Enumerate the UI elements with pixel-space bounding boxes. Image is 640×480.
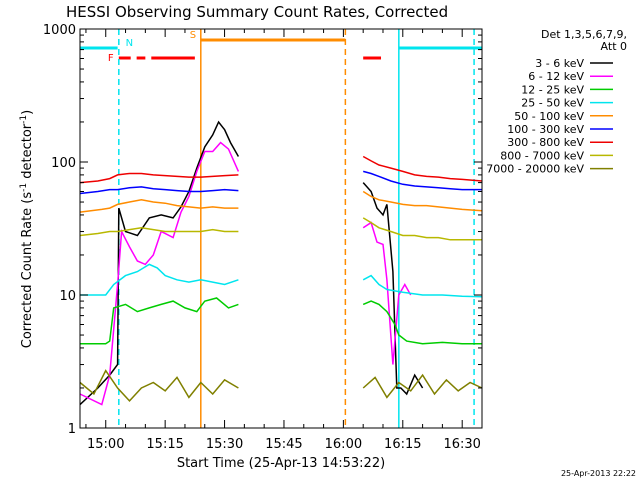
- legend-label: 800 - 7000 keV: [500, 149, 584, 162]
- legend-header-line2: Att 0: [601, 40, 627, 53]
- flag-label-f: F: [108, 53, 114, 64]
- legend-label: 7000 - 20000 keV: [486, 163, 584, 176]
- x-tick-label: 16:00: [325, 437, 362, 452]
- legend-label: 3 - 6 keV: [535, 57, 584, 70]
- x-axis-label: Start Time (25-Apr-13 14:53:22): [177, 456, 385, 471]
- flag-label-n: N: [126, 38, 133, 49]
- x-tick-label: 15:15: [146, 437, 183, 452]
- y-axis-label-mid: detector: [20, 123, 35, 183]
- plot-area: N F S 1 10 100 1000 15:00 15:15 15:30 15:45 16:00…: [43, 23, 483, 452]
- y-axis-ticks: 1 10 100 1000: [43, 23, 482, 437]
- series-line-7: [79, 155, 483, 184]
- chart-title: HESSI Observing Summary Count Rates, Cor…: [66, 3, 448, 21]
- x-tick-label: 16:30: [443, 437, 480, 452]
- series-line-1: [79, 120, 424, 406]
- x-tick-label: 15:30: [206, 437, 243, 452]
- y-axis-label-sup2: -1: [19, 115, 29, 124]
- y-tick-label: 1: [68, 422, 76, 437]
- y-tick-label: 1000: [43, 23, 76, 38]
- y-tick-label: 10: [59, 289, 76, 304]
- y-axis-label-sup1: -1: [19, 183, 29, 192]
- instrument-flags: N F S: [80, 30, 482, 64]
- y-axis-label-main: Corrected Count Rate (s: [20, 192, 35, 349]
- energy-band-series: [79, 120, 483, 406]
- y-tick-label: 100: [51, 156, 76, 171]
- y-axis-label: Corrected Count Rate (s-1 detector-1): [19, 110, 35, 348]
- series-line-3: [80, 297, 482, 345]
- series-line-4: [80, 263, 483, 298]
- y-axis-label-end: ): [20, 110, 35, 115]
- series-line-8: [79, 217, 482, 241]
- legend-label: 50 - 100 keV: [514, 110, 584, 123]
- x-tick-label: 15:45: [265, 437, 302, 452]
- timestamp: 25-Apr-2013 22:22: [561, 469, 636, 478]
- x-tick-label: 16:15: [384, 437, 421, 452]
- legend-label: 100 - 300 keV: [507, 123, 584, 136]
- series-line-6: [79, 170, 482, 195]
- legend-label: 6 - 12 keV: [528, 70, 584, 83]
- x-axis-ticks: 15:00 15:15 15:30 15:45 16:00 16:15 16:30: [85, 29, 483, 452]
- legend-header-line1: Det 1,3,5,6,7,9,: [541, 28, 627, 41]
- mode-boundary-lines: [118, 29, 475, 428]
- legend-label: 25 - 50 keV: [521, 97, 584, 110]
- flag-label-s: S: [190, 30, 196, 41]
- legend-label: 300 - 800 keV: [507, 136, 584, 149]
- legend-label: 12 - 25 keV: [521, 83, 584, 96]
- series-line-5: [79, 190, 483, 213]
- series-line-9: [79, 369, 483, 403]
- x-tick-label: 15:00: [87, 437, 124, 452]
- plot-frame: [79, 28, 483, 429]
